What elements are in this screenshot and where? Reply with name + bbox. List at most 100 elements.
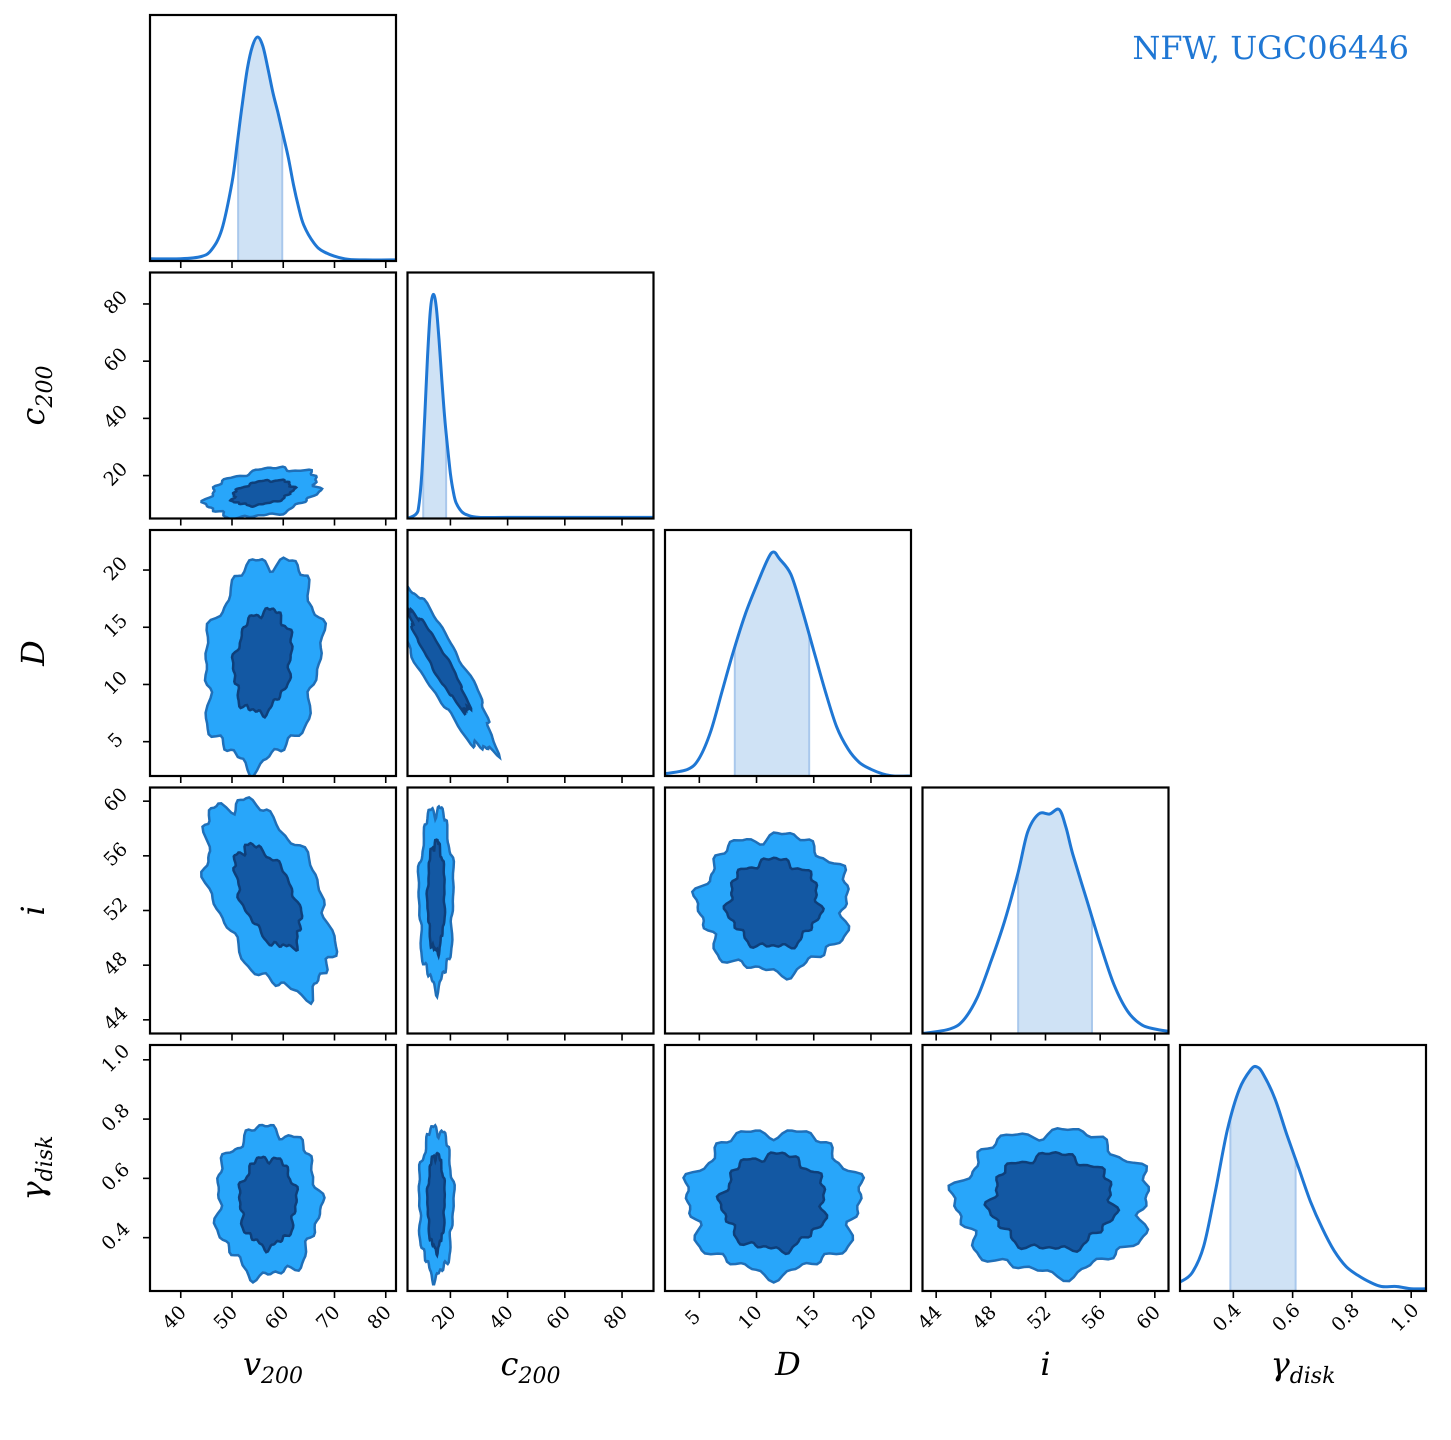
credible-band — [1230, 1067, 1296, 1291]
x-tick-label: 5 — [681, 1306, 705, 1330]
x-tick-label: 70 — [312, 1301, 345, 1334]
y-axis-label-subscript: 200 — [33, 366, 58, 409]
panel-frame — [148, 271, 398, 520]
x-axis-label-subscript: disk — [1290, 1364, 1336, 1389]
legend-label: NFW, UGC06446 — [1132, 29, 1409, 67]
marginal-curve — [150, 35, 396, 261]
panel-content — [200, 465, 324, 519]
x-tick-label: 20 — [428, 1301, 461, 1334]
y-tick-label: 0.8 — [97, 1099, 134, 1136]
y-tick-label: 15 — [99, 610, 132, 643]
x-tick-label: 10 — [734, 1301, 767, 1334]
panel-content — [407, 583, 502, 761]
y-axis-label-subscript: disk — [33, 1136, 58, 1182]
panel-v200-gamma_disk: 0.4 0.6 0.8 1.0 γdisk 40 50 60 70 80 v200 — [14, 1040, 398, 1389]
credible-band — [1018, 809, 1092, 1034]
x-tick-label: 0.8 — [1327, 1299, 1364, 1336]
x-tick-label: 40 — [158, 1301, 191, 1334]
x-tick-label: 56 — [1078, 1301, 1111, 1334]
y-tick-label: 0.4 — [97, 1218, 134, 1255]
panel-content — [150, 35, 396, 261]
panel-frame — [406, 528, 655, 778]
marginal-curve — [665, 550, 911, 776]
contour-68 — [715, 1151, 829, 1256]
y-tick-label: 56 — [99, 838, 132, 871]
panel-frame — [1178, 1043, 1428, 1293]
y-axis-label: c200 — [14, 366, 58, 426]
y-tick-label: 80 — [99, 286, 132, 319]
y-tick-label: 20 — [99, 458, 132, 491]
panel-v200-c200: 20 40 60 80 c200 — [14, 271, 398, 526]
y-tick-label: 60 — [99, 344, 132, 377]
y-tick-label: 0.6 — [97, 1159, 134, 1196]
x-tick-label: 52 — [1023, 1301, 1056, 1334]
x-tick-label: 60 — [542, 1301, 575, 1334]
marginal-curve — [1180, 1064, 1426, 1291]
y-axis-label: D — [14, 640, 52, 667]
panel-content — [665, 550, 911, 776]
credible-band — [238, 37, 283, 261]
contour-68 — [237, 1155, 300, 1254]
panel-c200 — [406, 271, 655, 526]
contour-68 — [983, 1151, 1121, 1254]
x-tick-label: 60 — [1132, 1301, 1165, 1334]
panel-D — [663, 528, 913, 783]
contour-68 — [425, 838, 447, 961]
panel-content — [203, 556, 328, 776]
panel-i — [921, 786, 1170, 1041]
panel-frame — [406, 786, 655, 1035]
panel-frame — [663, 1043, 913, 1293]
panel-content — [407, 292, 654, 519]
panel-content — [922, 807, 1169, 1034]
x-tick-label: 0.6 — [1268, 1299, 1305, 1336]
y-axis-label: i — [14, 905, 52, 915]
credible-band — [734, 552, 810, 776]
panel-content — [690, 831, 851, 981]
panel-v200-D: 5 10 15 20 D — [14, 528, 398, 783]
x-tick-label: 40 — [485, 1301, 518, 1334]
y-tick-label: 44 — [99, 1002, 132, 1035]
panel-content — [1180, 1064, 1426, 1291]
panel-gamma_disk: 0.4 0.6 0.8 1.0 γdisk — [1178, 1043, 1428, 1389]
x-tick-label: 50 — [209, 1301, 242, 1334]
panel-frame — [148, 1043, 398, 1293]
x-tick-label: 15 — [791, 1301, 824, 1334]
y-axis-label: γdisk — [14, 1136, 58, 1201]
panel-frame — [406, 271, 655, 520]
x-axis-label: i — [1040, 1345, 1050, 1383]
panel-c200-i — [406, 786, 655, 1041]
contour-68 — [407, 606, 473, 716]
y-tick-label: 52 — [99, 893, 132, 926]
panel-frame — [148, 528, 398, 778]
x-axis-label: D — [774, 1345, 801, 1383]
panel-c200-D — [406, 528, 655, 783]
y-tick-label: 40 — [99, 401, 132, 434]
panel-content — [212, 1123, 326, 1284]
contour-68 — [722, 856, 825, 950]
contour-68 — [232, 841, 304, 952]
x-tick-label: 1.0 — [1386, 1299, 1423, 1336]
x-axis-label: c200 — [501, 1345, 561, 1389]
x-tick-label: 44 — [914, 1301, 947, 1334]
panel-frame — [148, 13, 398, 263]
panel-D-i — [663, 786, 913, 1041]
panel-v200-i: 44 48 52 56 60 i — [14, 784, 398, 1041]
panel-content — [200, 796, 339, 1006]
y-tick-label: 10 — [99, 667, 132, 700]
y-tick-label: 5 — [104, 728, 128, 752]
panel-content — [682, 1129, 866, 1284]
marginal-curve — [407, 292, 654, 519]
panel-frame — [406, 1043, 655, 1293]
x-tick-label: 60 — [261, 1301, 294, 1334]
contour-68 — [230, 606, 294, 720]
panel-content — [947, 1127, 1151, 1283]
panel-i-gamma_disk: 44 48 52 56 60 i — [914, 1043, 1170, 1383]
x-axis-label-subscript: 200 — [517, 1364, 560, 1389]
y-tick-label: 48 — [99, 948, 132, 981]
x-tick-label: 80 — [599, 1301, 632, 1334]
panel-content — [416, 804, 456, 1001]
x-tick-label: 20 — [848, 1301, 881, 1334]
y-tick-label: 1.0 — [97, 1040, 134, 1077]
y-tick-label: 20 — [99, 552, 132, 585]
